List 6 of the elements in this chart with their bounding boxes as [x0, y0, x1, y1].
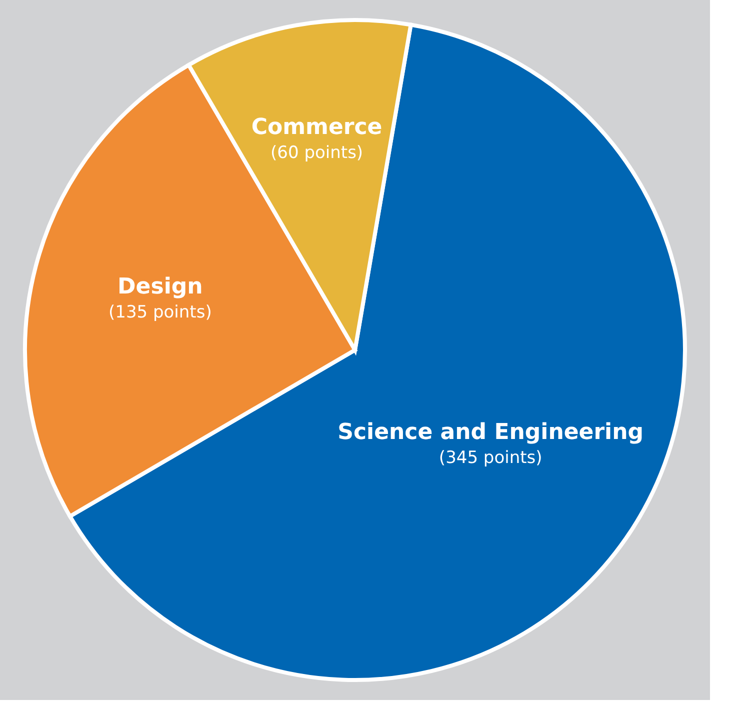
slice-label: Science and Engineering [338, 420, 644, 446]
data-label: (60 points) [270, 142, 364, 163]
slice-label: Commerce [251, 114, 382, 140]
data-label: (345 points) [438, 448, 542, 468]
data-label: (135 points) [108, 302, 212, 323]
slice-label: Design [118, 274, 203, 300]
